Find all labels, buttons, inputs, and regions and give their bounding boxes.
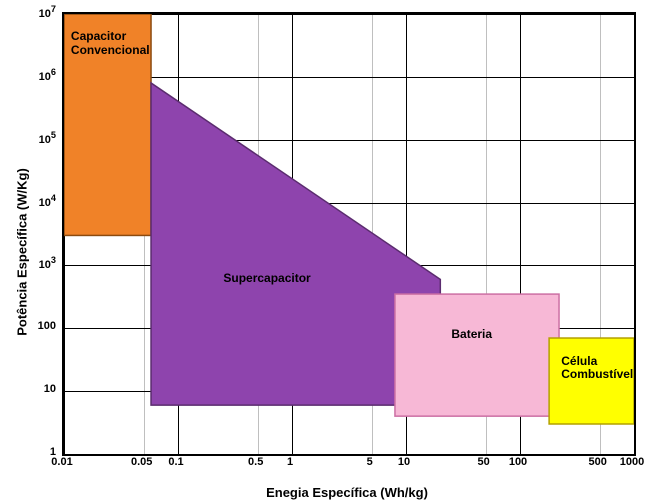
x-tick: 10 xyxy=(398,456,410,468)
y-tick: 103 xyxy=(39,256,56,272)
x-tick: 0.5 xyxy=(248,456,263,468)
y-tick: 10 xyxy=(44,383,56,395)
region-label-celula-combustivel: Célula Combustível xyxy=(561,355,633,383)
x-tick: 50 xyxy=(478,456,490,468)
x-tick: 0.05 xyxy=(131,456,152,468)
y-tick: 107 xyxy=(39,4,56,20)
region-label-supercapacitor: Supercapacitor xyxy=(223,272,310,286)
y-tick: 104 xyxy=(39,193,56,209)
x-tick: 1000 xyxy=(620,456,644,468)
x-tick: 5 xyxy=(367,456,373,468)
x-tick: 0.1 xyxy=(168,456,183,468)
plot-area: Capacitor Convencional Supercapacitor Bate… xyxy=(62,12,636,456)
x-tick: 0.01 xyxy=(51,456,72,468)
x-axis-label: Enegia Específica (Wh/kg) xyxy=(266,485,428,500)
y-tick: 100 xyxy=(38,320,56,332)
y-axis-label: Potência Específica (W/Kg) xyxy=(15,168,30,336)
region-bateria xyxy=(395,294,559,416)
x-tick: 1 xyxy=(287,456,293,468)
x-tick: 500 xyxy=(588,456,606,468)
region-layer xyxy=(64,14,634,454)
region-label-capacitor-convencional: Capacitor Convencional xyxy=(71,30,150,58)
ragone-chart: Potência Específica (W/Kg) Enegia Especí… xyxy=(0,0,653,504)
y-tick: 105 xyxy=(39,130,56,146)
region-label-bateria: Bateria xyxy=(451,328,492,342)
x-tick: 100 xyxy=(509,456,527,468)
y-tick: 106 xyxy=(39,67,56,83)
